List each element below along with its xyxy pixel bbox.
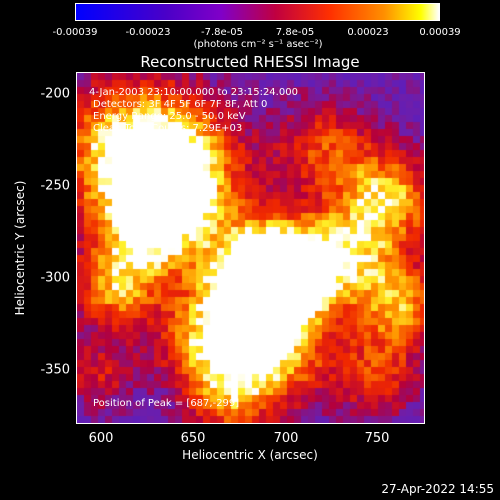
image-plot: 4-Jan-2003 23:10:00.000 to 23:15:24.000 …	[76, 72, 425, 424]
y-tick-label: -300	[40, 270, 70, 286]
colorbar	[75, 3, 440, 21]
colorbar-tick: -7.8e-05	[201, 27, 243, 38]
y-tick-label: -250	[40, 178, 70, 194]
x-tick-label: 750	[364, 431, 390, 446]
y-axis-label: Heliocentric Y (arcsec)	[13, 180, 27, 316]
x-axis-label: Heliocentric X (arcsec)	[182, 448, 318, 462]
y-tick-label: -200	[40, 86, 70, 102]
peak-position-label: Position of Peak = [687,-299]	[93, 398, 240, 409]
image-title: Reconstructed RHESSI Image	[140, 53, 360, 71]
x-tick-label: 600	[88, 431, 114, 446]
clean-counts-label: Clean Total Counts: 7.29E+03	[93, 123, 243, 134]
energy-range-label: Energy Range: 25.0 - 50.0 keV	[93, 111, 246, 122]
heatmap-canvas	[77, 73, 424, 423]
y-tick-label: -350	[40, 362, 70, 378]
colorbar-tick: 7.8e-05	[275, 27, 315, 38]
colorbar-tick: 0.00039	[419, 27, 461, 38]
detectors-label: Detectors: 3F 4F 5F 6F 7F 8F, Att 0	[93, 99, 268, 110]
time-range-label: 4-Jan-2003 23:10:00.000 to 23:15:24.000	[89, 87, 298, 98]
x-tick-label: 700	[273, 431, 299, 446]
timestamp: 27-Apr-2022 14:55	[381, 482, 494, 496]
colorbar-tick: -0.00039	[52, 27, 98, 38]
colorbar-tick: -0.00023	[125, 27, 171, 38]
colorbar-tick: 0.00023	[347, 27, 389, 38]
x-tick-label: 650	[180, 431, 206, 446]
colorbar-units: (photons cm⁻² s⁻¹ asec⁻²)	[193, 39, 323, 50]
